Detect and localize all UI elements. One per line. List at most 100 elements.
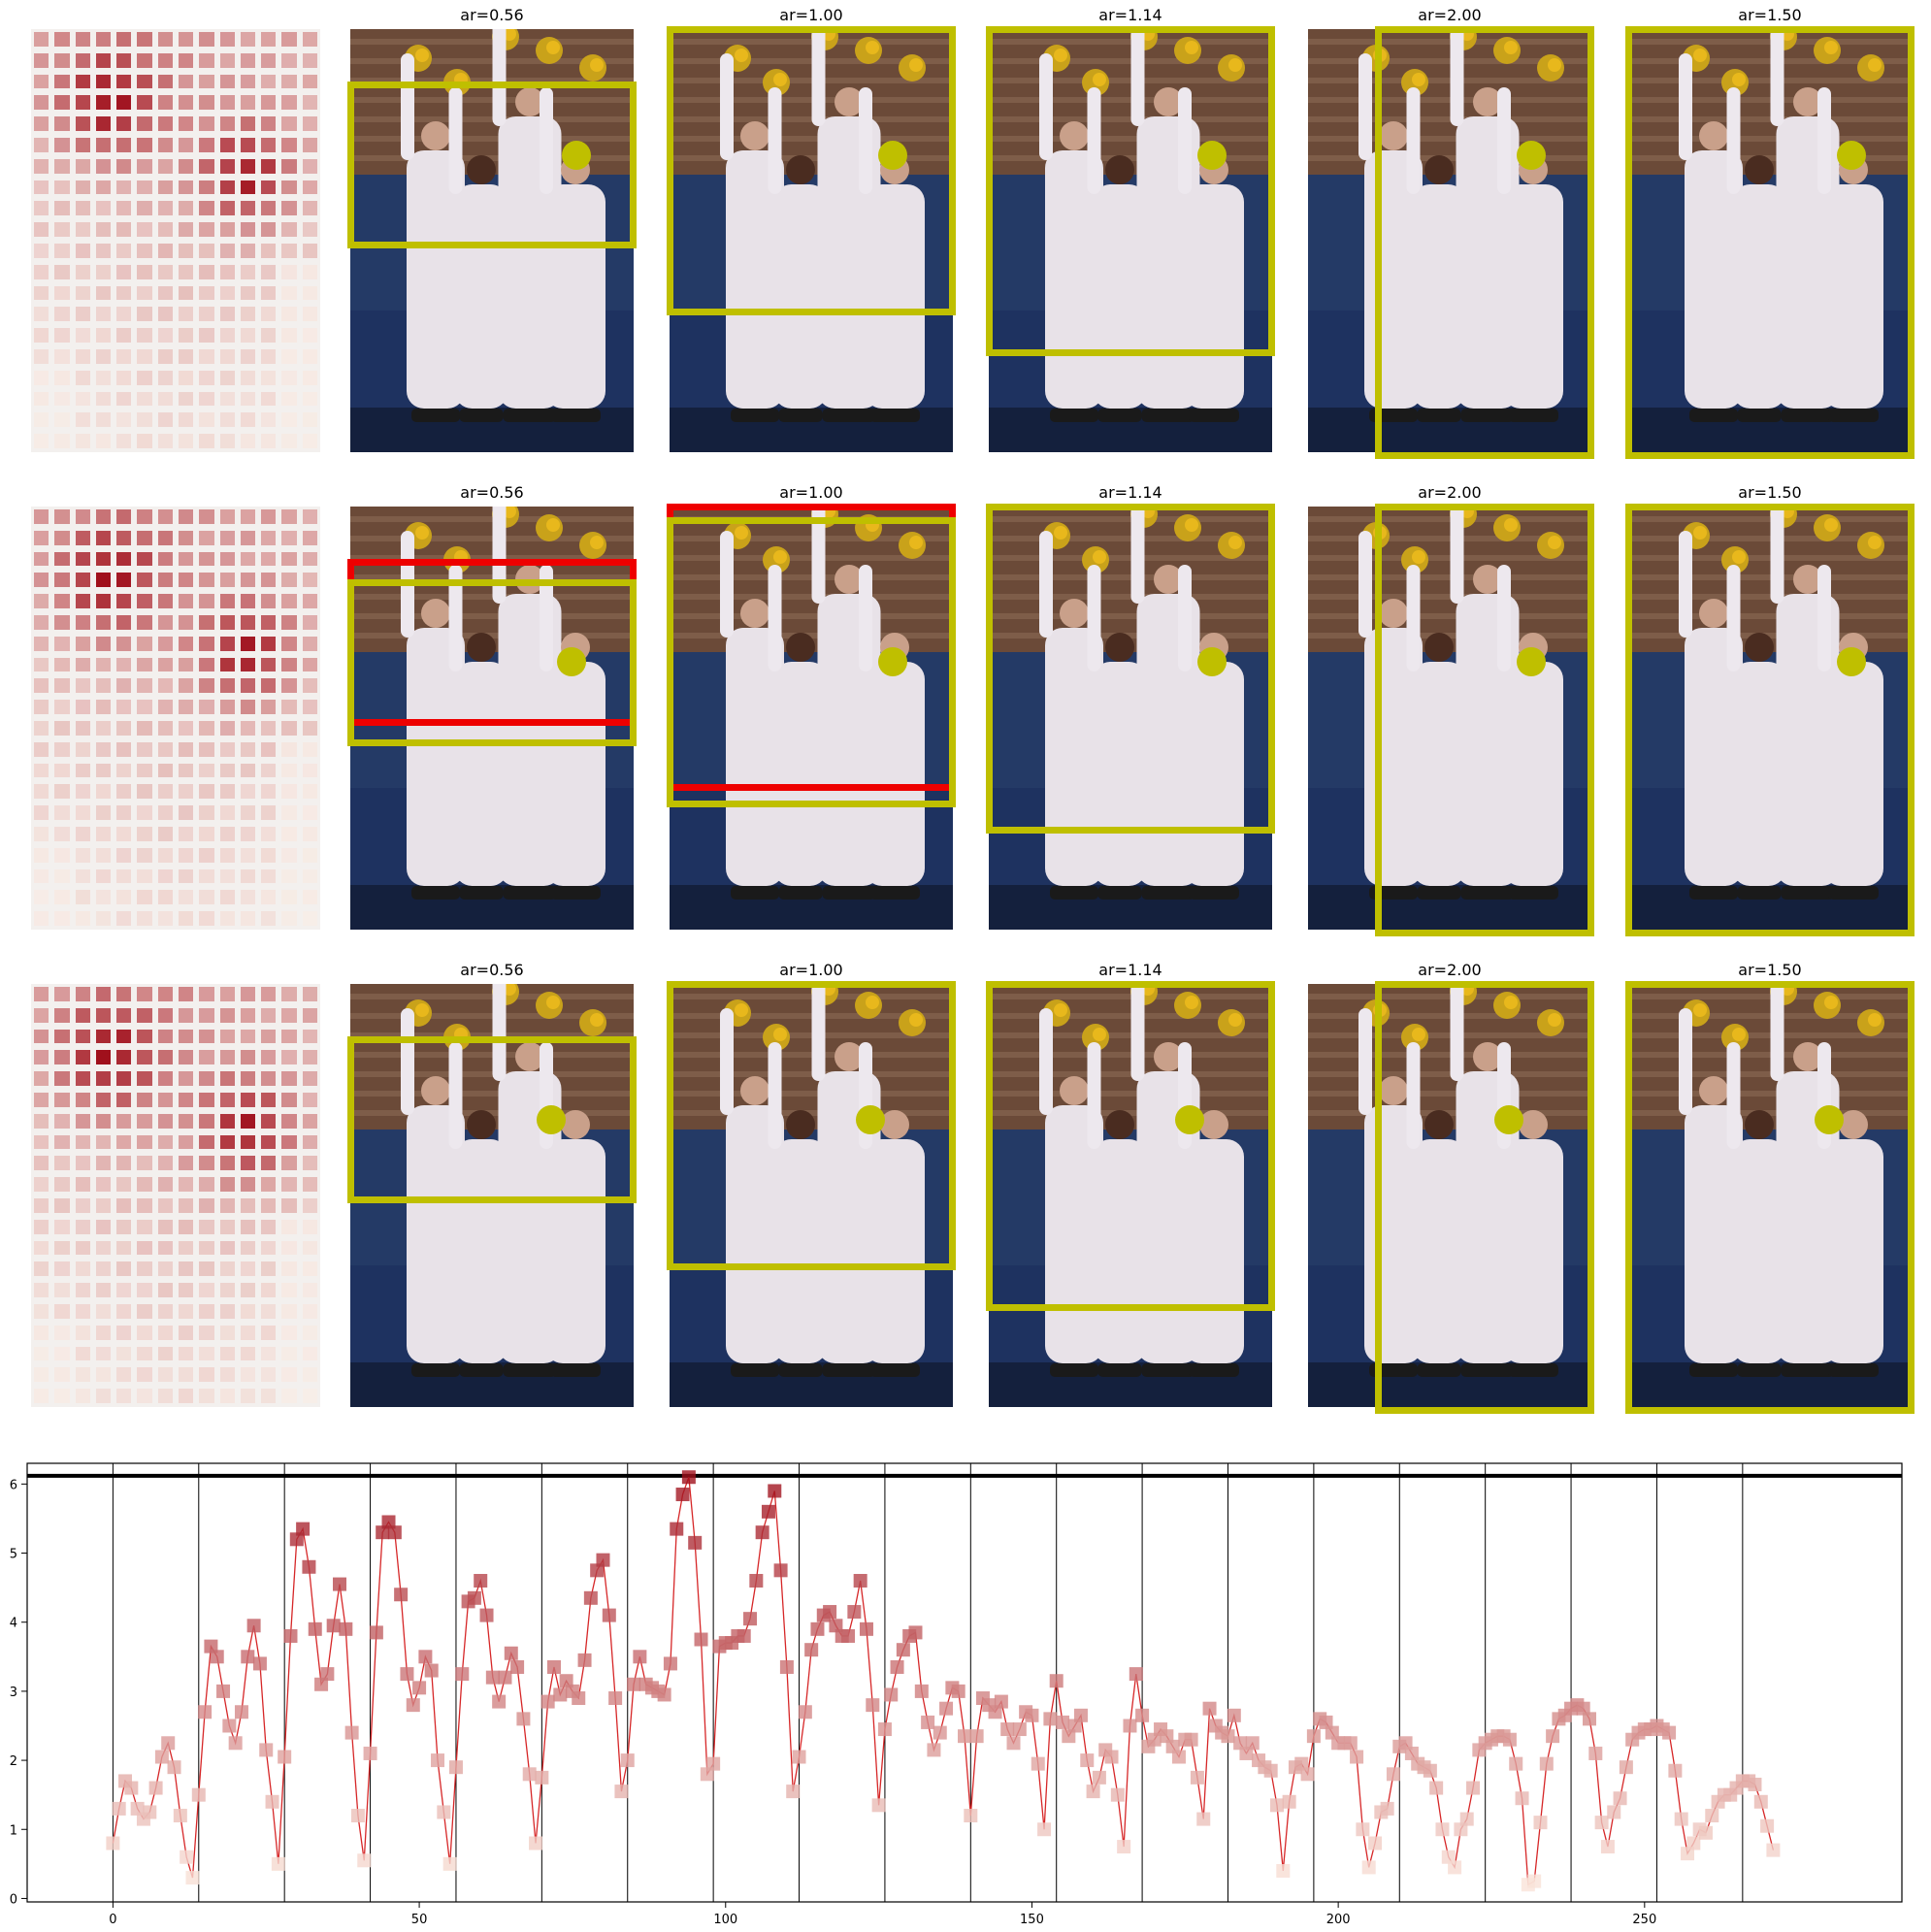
heatmap-cell [179,52,194,68]
heatmap-cell [75,201,90,216]
heatmap-cell [240,890,256,905]
heatmap-cell [157,805,173,820]
stand-row [1628,1071,1912,1077]
data-point-marker [376,1525,390,1540]
heatmap-cell [75,1093,90,1107]
heatmap-cell [179,615,194,630]
heatmap-cell [179,573,194,588]
sunflower [1732,1028,1746,1041]
heatmap-cell [54,32,70,47]
heatmap-cell [34,678,49,694]
heatmap-cell [137,741,152,757]
athlete-raised-arm [720,53,734,160]
stand-row [350,1052,634,1058]
data-point-marker [1160,1729,1174,1744]
heatmap-cell [95,1304,112,1319]
athlete-body [407,628,465,886]
keypoint-dot [1175,1105,1204,1134]
stand-row [1628,39,1912,45]
heatmap-cell [75,657,90,672]
athlete-head [1379,121,1408,150]
heatmap-cell [34,1177,49,1192]
heatmap-cell [281,1367,297,1383]
heatmap-cell [75,784,90,800]
athlete-raised-arm [1679,1008,1692,1115]
heatmap-cell [95,1198,112,1213]
photo-panel [670,984,953,1407]
heatmap-cell [157,1261,173,1277]
stand-row [1628,613,1912,619]
heatmap-cell [34,95,49,111]
athlete-body [865,662,925,886]
heatmap-cell [75,412,90,428]
athlete-shoes [1189,1363,1239,1377]
data-point-marker [418,1650,433,1664]
data-point-marker [871,1798,886,1813]
heatmap-cell [240,636,256,651]
heatmap-cell [54,1367,70,1383]
heatmap-cell [116,285,132,301]
heatmap-cell [75,349,90,364]
heatmap-cell [54,52,70,68]
athlete-head [786,633,815,662]
heatmap-cell [157,1050,173,1065]
athlete-body [1184,184,1244,409]
stand-row [670,116,953,122]
data-point-marker [933,1725,947,1740]
data-point-marker [596,1553,610,1567]
data-point-marker [1404,1746,1419,1760]
heatmap-cell [199,1093,214,1107]
heatmap-cell [261,1198,277,1213]
sunflower [454,73,468,86]
heatmap-cell [157,721,173,736]
heatmap-cell [54,509,70,524]
heatmap-cell [34,1007,49,1023]
heatmap-cell [54,1325,70,1340]
data-point-marker [535,1770,549,1785]
heatmap-cell [34,222,49,237]
heatmap-cell [261,180,277,195]
heatmap-cell [137,827,152,841]
heatmap-cell [179,987,194,1001]
sunflower [1824,518,1838,532]
sunflower [773,73,787,86]
data-point-marker [278,1750,292,1764]
heatmap-cell [75,987,90,1001]
heatmap-cell [75,805,90,820]
x-tick-label: 200 [1326,1913,1351,1927]
heatmap-cell [75,509,90,524]
data-point-marker [412,1681,427,1695]
data-point-marker [1092,1770,1106,1785]
heatmap-cell [54,890,70,905]
heatmap-cell [54,116,70,131]
sunflower [1548,1013,1561,1027]
data-point-marker [1502,1732,1517,1747]
heatmap-cell [116,594,132,608]
data-point-marker [474,1574,488,1588]
data-point-marker [167,1760,181,1775]
heatmap-cell [116,158,132,174]
data-point-marker [1368,1836,1383,1850]
heatmap-cell [157,1304,173,1319]
data-point-marker [1583,1712,1596,1726]
heatmap-cell [179,391,194,407]
heatmap-cell [179,370,194,385]
athletes-podium-photo [989,984,1272,1407]
heatmap-cell [179,222,194,237]
data-point-marker [180,1850,194,1864]
data-point-marker [1539,1756,1554,1771]
heatmap-cell [199,784,214,800]
heatmap-cell [240,201,256,216]
athlete-body [1184,1139,1244,1363]
heatmap-cell [116,805,132,820]
heatmap-cell [137,657,152,672]
heatmap-cell [219,222,235,237]
heatmap-cell [281,370,297,385]
stand-row [1628,574,1912,580]
heatmap-cell [261,1007,277,1023]
athlete-raised-arm [1087,565,1101,671]
athlete-raised-arm [1130,984,1145,1081]
heatmap-cell [137,530,152,545]
heatmap-cell [219,1177,235,1192]
panel-title: ar=1.00 [779,483,843,502]
